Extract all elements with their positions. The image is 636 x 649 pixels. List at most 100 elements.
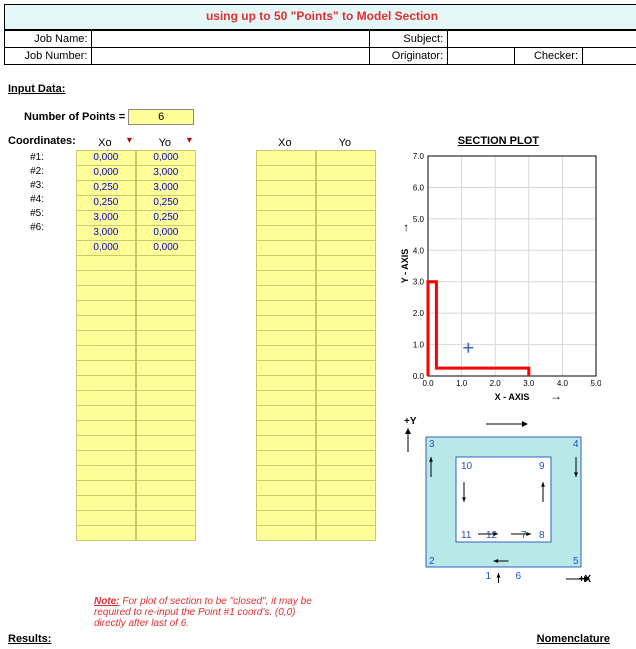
- coord-cell-y[interactable]: [316, 480, 376, 496]
- coord-cell-x[interactable]: [76, 360, 136, 376]
- coord-cell-y[interactable]: [316, 330, 376, 346]
- coord-cell-x[interactable]: [76, 315, 136, 331]
- coord-cell-y[interactable]: [136, 330, 196, 346]
- coord-cell-y[interactable]: [316, 300, 376, 316]
- coord-cell-x[interactable]: 0,000: [76, 240, 136, 256]
- coord-cell-y[interactable]: 0,000: [136, 240, 196, 256]
- job-name-field[interactable]: [92, 31, 369, 48]
- coord-cell-x[interactable]: [256, 255, 316, 271]
- coord-cell-y[interactable]: [136, 405, 196, 421]
- coord-cell-x[interactable]: [76, 420, 136, 436]
- coord-cell-x[interactable]: [256, 285, 316, 301]
- coord-cell-y[interactable]: [136, 270, 196, 286]
- coord-cell-y[interactable]: [316, 450, 376, 466]
- coord-cell-x[interactable]: [256, 495, 316, 511]
- coord-cell-x[interactable]: [76, 285, 136, 301]
- coord-cell-x[interactable]: [256, 345, 316, 361]
- coord-cell-y[interactable]: [316, 225, 376, 241]
- coord-cell-x[interactable]: [256, 510, 316, 526]
- coord-cell-x[interactable]: [256, 375, 316, 391]
- coord-cell-x[interactable]: [256, 435, 316, 451]
- coord-cell-y[interactable]: [136, 510, 196, 526]
- coord-cell-x[interactable]: [76, 435, 136, 451]
- coord-cell-y[interactable]: [136, 285, 196, 301]
- coord-cell-y[interactable]: [136, 300, 196, 316]
- job-number-field[interactable]: [92, 48, 369, 65]
- coord-cell-x[interactable]: [256, 150, 316, 166]
- coord-cell-y[interactable]: [316, 405, 376, 421]
- coord-cell-x[interactable]: [256, 465, 316, 481]
- coord-cell-x[interactable]: [256, 225, 316, 241]
- coord-cell-y[interactable]: 0,000: [136, 225, 196, 241]
- coord-cell-y[interactable]: [316, 165, 376, 181]
- coord-cell-y[interactable]: [316, 510, 376, 526]
- coord-cell-y[interactable]: [136, 450, 196, 466]
- coord-cell-x[interactable]: [256, 360, 316, 376]
- coord-cell-y[interactable]: 3,000: [136, 180, 196, 196]
- coord-cell-y[interactable]: 0,250: [136, 210, 196, 226]
- coord-cell-y[interactable]: [316, 240, 376, 256]
- coord-cell-x[interactable]: [256, 390, 316, 406]
- coord-cell-y[interactable]: [316, 315, 376, 331]
- originator-field[interactable]: [448, 48, 515, 65]
- coord-cell-y[interactable]: 0,250: [136, 195, 196, 211]
- coord-cell-y[interactable]: [136, 360, 196, 376]
- coord-cell-x[interactable]: [256, 405, 316, 421]
- coord-cell-x[interactable]: [76, 345, 136, 361]
- coord-cell-x[interactable]: [76, 525, 136, 541]
- coord-cell-y[interactable]: [316, 195, 376, 211]
- coord-cell-x[interactable]: 0,000: [76, 165, 136, 181]
- coord-cell-y[interactable]: [136, 390, 196, 406]
- coord-cell-y[interactable]: [316, 180, 376, 196]
- coord-cell-y[interactable]: [136, 480, 196, 496]
- coord-cell-y[interactable]: [316, 270, 376, 286]
- coord-cell-y[interactable]: [316, 420, 376, 436]
- coord-cell-x[interactable]: [256, 300, 316, 316]
- coord-cell-y[interactable]: [136, 525, 196, 541]
- coord-cell-y[interactable]: [136, 315, 196, 331]
- coord-cell-y[interactable]: 3,000: [136, 165, 196, 181]
- coord-cell-x[interactable]: [256, 165, 316, 181]
- coord-cell-y[interactable]: [316, 150, 376, 166]
- coord-cell-y[interactable]: [316, 390, 376, 406]
- coord-cell-x[interactable]: [76, 405, 136, 421]
- coord-cell-x[interactable]: [76, 300, 136, 316]
- coord-cell-y[interactable]: [136, 420, 196, 436]
- coord-cell-y[interactable]: [136, 255, 196, 271]
- coord-cell-x[interactable]: [76, 465, 136, 481]
- coord-cell-x[interactable]: [76, 255, 136, 271]
- coord-cell-y[interactable]: [136, 435, 196, 451]
- coord-cell-y[interactable]: [136, 345, 196, 361]
- coord-cell-x[interactable]: 3,000: [76, 225, 136, 241]
- num-points-input[interactable]: [128, 109, 194, 125]
- coord-cell-x[interactable]: [76, 330, 136, 346]
- coord-cell-x[interactable]: [256, 420, 316, 436]
- coord-cell-y[interactable]: [136, 375, 196, 391]
- coord-cell-x[interactable]: 0,250: [76, 195, 136, 211]
- coord-cell-y[interactable]: [316, 360, 376, 376]
- checker-field[interactable]: [583, 48, 636, 65]
- coord-cell-y[interactable]: [136, 495, 196, 511]
- coord-cell-x[interactable]: [76, 390, 136, 406]
- coord-cell-y[interactable]: [316, 435, 376, 451]
- coord-cell-y[interactable]: [136, 465, 196, 481]
- coord-cell-x[interactable]: [256, 270, 316, 286]
- subject-field[interactable]: [448, 31, 636, 48]
- coord-cell-x[interactable]: [256, 180, 316, 196]
- coord-cell-x[interactable]: [256, 240, 316, 256]
- coord-cell-x[interactable]: [256, 525, 316, 541]
- coord-cell-x[interactable]: [76, 270, 136, 286]
- coord-cell-y[interactable]: [316, 345, 376, 361]
- coord-cell-y[interactable]: [316, 285, 376, 301]
- coord-cell-x[interactable]: [76, 495, 136, 511]
- coord-cell-x[interactable]: [256, 330, 316, 346]
- coord-cell-y[interactable]: [316, 525, 376, 541]
- coord-cell-x[interactable]: 0,000: [76, 150, 136, 166]
- coord-cell-x[interactable]: [76, 450, 136, 466]
- coord-cell-x[interactable]: [76, 510, 136, 526]
- coord-cell-x[interactable]: [76, 480, 136, 496]
- coord-cell-x[interactable]: 3,000: [76, 210, 136, 226]
- coord-cell-x[interactable]: [256, 480, 316, 496]
- coord-cell-y[interactable]: [316, 495, 376, 511]
- coord-cell-x[interactable]: 0,250: [76, 180, 136, 196]
